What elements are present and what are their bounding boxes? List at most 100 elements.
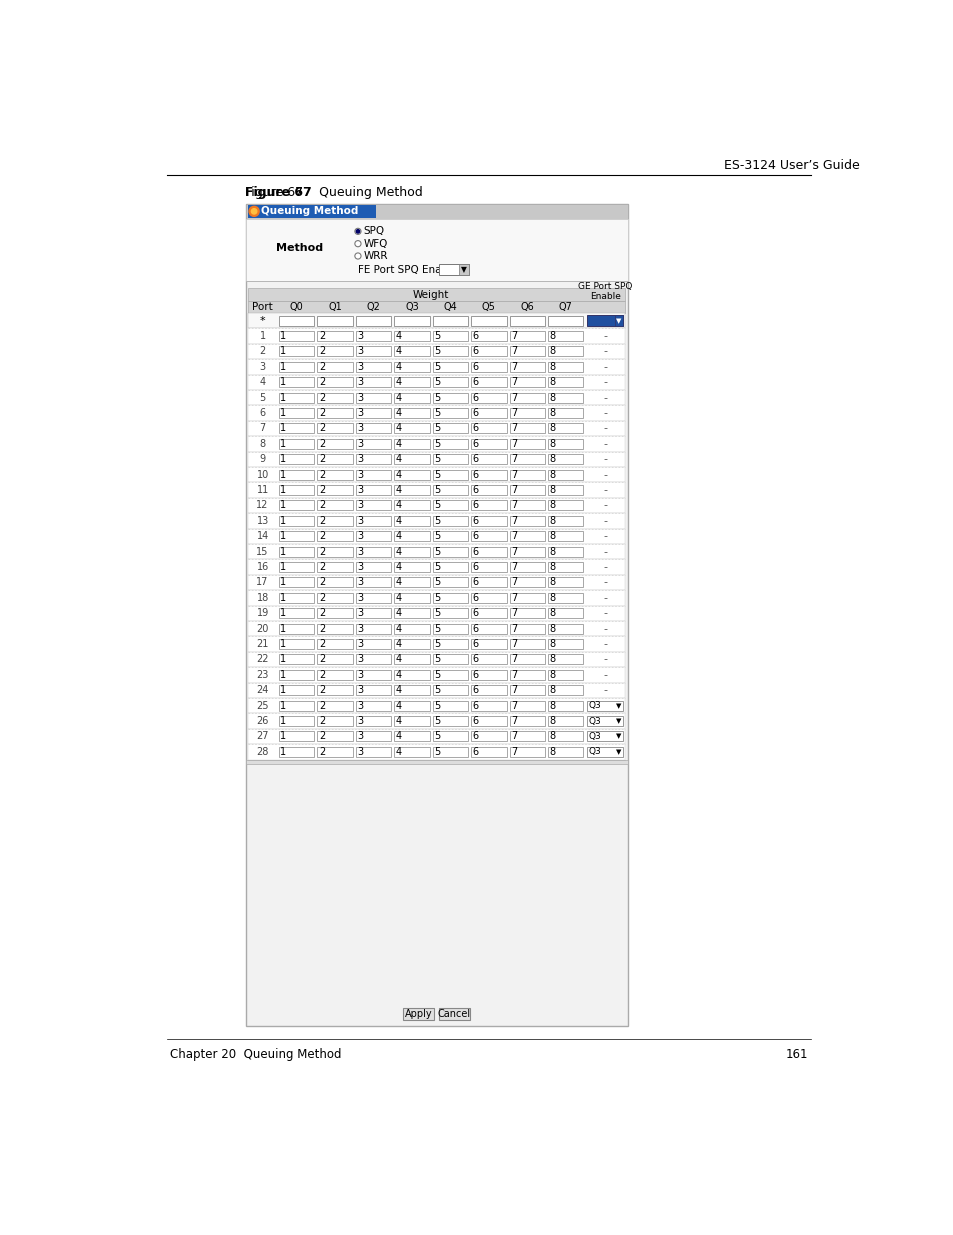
Text: -: -	[602, 408, 606, 419]
Bar	[433, 516, 468, 526]
Text: 1: 1	[280, 331, 286, 341]
Text: 5: 5	[434, 624, 440, 634]
Text: Q6: Q6	[520, 301, 534, 311]
Bar	[403, 1008, 434, 1020]
Bar	[394, 347, 429, 357]
Bar	[459, 264, 468, 275]
Bar	[278, 438, 314, 448]
Bar	[509, 424, 544, 433]
Text: -: -	[602, 593, 606, 603]
Text: 8: 8	[549, 393, 556, 403]
Text: 5: 5	[434, 377, 440, 388]
Text: 7: 7	[511, 516, 517, 526]
Bar	[433, 424, 468, 433]
Bar	[548, 669, 583, 680]
Bar	[509, 685, 544, 695]
Bar	[355, 531, 391, 541]
Text: 5: 5	[434, 454, 440, 464]
Text: 6: 6	[473, 362, 478, 372]
Text: 2: 2	[318, 377, 325, 388]
Text: 1: 1	[280, 609, 286, 619]
Bar	[509, 593, 544, 603]
Text: 4: 4	[395, 638, 401, 650]
Text: Q2: Q2	[366, 301, 380, 311]
Text: 2: 2	[318, 638, 325, 650]
Text: -: -	[602, 516, 606, 526]
Text: 1: 1	[280, 716, 286, 726]
Text: Q3: Q3	[588, 701, 601, 710]
Text: 3: 3	[357, 331, 363, 341]
Bar	[433, 500, 468, 510]
Bar	[471, 593, 506, 603]
Bar	[548, 516, 583, 526]
Bar	[471, 562, 506, 572]
Bar	[317, 424, 353, 433]
Text: 1: 1	[280, 469, 286, 479]
Text: 6: 6	[473, 531, 478, 541]
Text: 1: 1	[280, 562, 286, 572]
Text: 4: 4	[395, 362, 401, 372]
Bar	[248, 312, 624, 329]
Text: 7: 7	[511, 562, 517, 572]
Bar	[394, 408, 429, 419]
Text: 8: 8	[549, 716, 556, 726]
Text: 8: 8	[549, 547, 556, 557]
Bar	[471, 531, 506, 541]
Bar	[394, 547, 429, 557]
Bar	[278, 669, 314, 680]
Bar	[248, 436, 624, 452]
Text: FE Port SPQ Enable: FE Port SPQ Enable	[357, 264, 457, 275]
Bar	[587, 731, 622, 741]
Bar	[471, 516, 506, 526]
Bar	[394, 593, 429, 603]
Text: 1: 1	[280, 685, 286, 695]
Text: Queuing Method: Queuing Method	[261, 206, 358, 216]
Bar	[317, 547, 353, 557]
Text: ES-3124 User’s Guide: ES-3124 User’s Guide	[723, 158, 859, 172]
Text: 4: 4	[395, 655, 401, 664]
Bar	[317, 685, 353, 695]
Bar	[278, 578, 314, 588]
Text: -: -	[602, 485, 606, 495]
Bar	[355, 377, 391, 388]
Bar	[278, 347, 314, 357]
Bar	[548, 593, 583, 603]
Text: 2: 2	[318, 531, 325, 541]
Bar	[471, 747, 506, 757]
Text: 8: 8	[549, 331, 556, 341]
Bar	[394, 500, 429, 510]
Bar	[248, 605, 624, 621]
Text: Apply: Apply	[405, 1009, 432, 1019]
Text: 6: 6	[473, 731, 478, 741]
Bar	[355, 316, 391, 326]
Bar	[394, 624, 429, 634]
Text: 2: 2	[318, 747, 325, 757]
Text: 2: 2	[318, 408, 325, 419]
Text: 8: 8	[549, 609, 556, 619]
Text: 2: 2	[318, 700, 325, 710]
Text: 5: 5	[434, 547, 440, 557]
Text: 2: 2	[318, 562, 325, 572]
Bar	[548, 424, 583, 433]
Text: 4: 4	[395, 331, 401, 341]
Bar	[471, 469, 506, 479]
Bar	[509, 469, 544, 479]
Text: 4: 4	[395, 700, 401, 710]
Text: 1: 1	[280, 593, 286, 603]
Text: 5: 5	[434, 331, 440, 341]
Bar	[248, 621, 624, 636]
Text: 7: 7	[511, 609, 517, 619]
Text: -: -	[602, 655, 606, 664]
Text: 1: 1	[280, 362, 286, 372]
Text: 3: 3	[357, 624, 363, 634]
Text: 2: 2	[318, 669, 325, 680]
Text: 4: 4	[395, 347, 401, 357]
Text: 3: 3	[357, 347, 363, 357]
Text: 5: 5	[434, 655, 440, 664]
Text: 1: 1	[280, 485, 286, 495]
Bar	[317, 531, 353, 541]
Bar	[317, 485, 353, 495]
Text: 6: 6	[473, 500, 478, 510]
Circle shape	[355, 253, 360, 259]
Text: 8: 8	[549, 669, 556, 680]
